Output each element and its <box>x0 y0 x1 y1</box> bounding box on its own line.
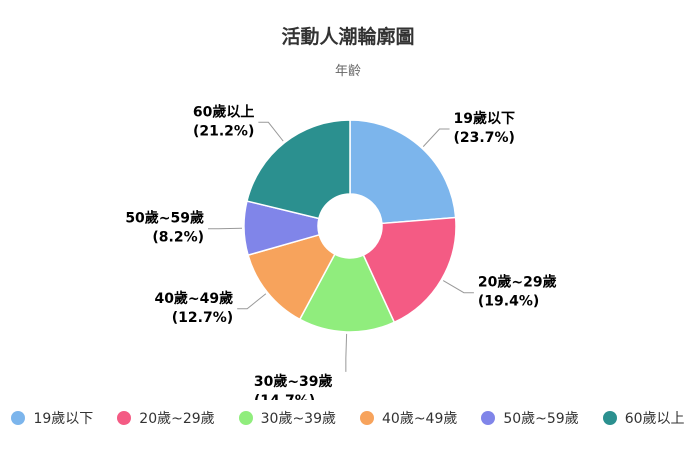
legend-item-2[interactable]: 20歲~29歲 <box>117 408 215 428</box>
legend-label: 60歲以上 <box>624 411 685 427</box>
legend-label: 20歲~29歲 <box>139 411 215 427</box>
legend-item-1[interactable]: 19歲以下 <box>11 408 93 428</box>
data-label-slice-2: 20歲~29歲 <box>478 274 557 291</box>
legend-label: 50歲~59歲 <box>503 411 579 427</box>
pie-slice-6[interactable] <box>246 119 351 220</box>
data-value-slice-5: (8.2%) <box>152 230 204 246</box>
pie-slice-3[interactable] <box>298 253 396 333</box>
chart-subtitle: 年齡 <box>334 64 361 79</box>
legend-label: 19歲以下 <box>33 411 94 427</box>
legend-swatch-icon <box>117 411 132 425</box>
legend-swatch-icon <box>11 411 26 425</box>
legend-item-3[interactable]: 30歲~39歲 <box>238 408 336 428</box>
legend-swatch-icon <box>360 411 374 425</box>
data-value-slice-2: (19.4%) <box>478 294 539 310</box>
legend-swatch-icon <box>481 411 496 425</box>
connector-slice-1 <box>422 128 450 147</box>
chart-title: 活動人潮輪廓圖 <box>281 26 415 48</box>
data-label-slice-3: 30歲~39歲 <box>254 373 333 390</box>
data-label-slice-6: 60歲以上 <box>193 103 254 120</box>
connector-slice-4 <box>237 293 267 310</box>
legend-item-4[interactable]: 40歲~49歲 <box>360 408 457 428</box>
data-value-slice-6: (21.2%) <box>193 123 254 139</box>
connector-slice-2 <box>442 280 474 294</box>
chart-legend: 19歲以下 20歲~29歲 30歲~39歲 40歲~49歲 50歲~59歲 60歲以上 <box>0 404 696 432</box>
legend-item-5[interactable]: 50歲~59歲 <box>481 408 579 428</box>
legend-item-6[interactable]: 60歲以上 <box>602 408 685 428</box>
connector-slice-6 <box>258 121 284 142</box>
data-label-slice-1: 19歲以下 <box>454 110 515 127</box>
legend-swatch-icon <box>602 411 617 425</box>
pie-slice-2[interactable] <box>362 216 457 324</box>
pie-slice-1[interactable] <box>349 119 457 225</box>
data-label-slice-5: 50歲~59歲 <box>125 210 204 227</box>
data-value-slice-3: (14.7%) <box>254 393 315 400</box>
data-label-slice-4: 40歲~49歲 <box>154 290 233 307</box>
donut-plot: 19歲以下 (23.7%) 20歲~29歲 (19.4%) 30歲~39歲 (14.7%)… <box>125 103 557 400</box>
connector-slice-3 <box>345 333 348 372</box>
legend-swatch-icon <box>238 411 253 425</box>
data-value-slice-4: (12.7%) <box>172 310 233 326</box>
legend-label: 30歲~39歲 <box>260 411 336 427</box>
data-value-slice-1: (23.7%) <box>454 130 515 146</box>
legend-label: 40歲~49歲 <box>382 411 458 427</box>
